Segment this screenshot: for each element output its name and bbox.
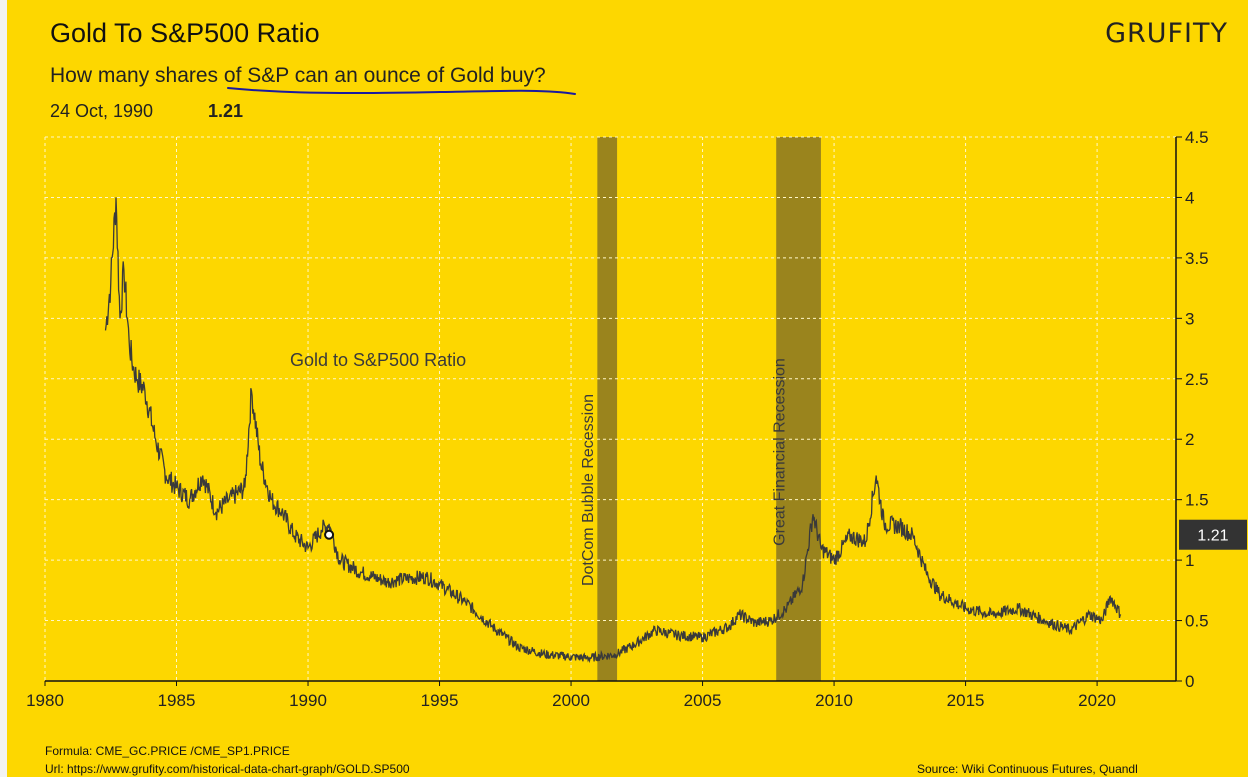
- axis-layer: 0 0.5 1 1.5 2 2.5 3 3.5 4 4.5 1980 1985 1990 1995 2000…: [26, 128, 1209, 710]
- series-layer: [104, 197, 1122, 664]
- ratio-series-line: [104, 197, 1122, 664]
- recession-label: DotCom Bubble Recession: [580, 394, 597, 586]
- y-tick-label: 0: [1185, 672, 1194, 691]
- page-title: Gold To S&P500 Ratio: [50, 18, 320, 48]
- x-tick-label: 1990: [289, 691, 327, 710]
- y-tick-label: 1.5: [1185, 491, 1209, 510]
- underline-annotation: [227, 87, 576, 95]
- x-tick-label: 1995: [421, 691, 459, 710]
- formula-text: Formula: CME_GC.PRICE /CME_SP1.PRICE: [45, 744, 290, 758]
- x-tick-label: 2020: [1078, 691, 1116, 710]
- hover-marker: [324, 529, 335, 540]
- annotation-layer: 1.21: [227, 87, 1247, 550]
- recession-band: [597, 137, 618, 681]
- x-tick-label: 2015: [947, 691, 985, 710]
- brand-logo[interactable]: GRUFITY: [1105, 18, 1228, 49]
- y-tick-label: 3.5: [1185, 249, 1209, 268]
- chart-subtitle: How many shares of S&P can an ounce of G…: [50, 64, 546, 87]
- chart-label-layer: DotCom Bubble Recession Great Financial R…: [290, 350, 789, 586]
- left-edge-strip: [0, 0, 7, 777]
- x-tick-label: 2010: [815, 691, 853, 710]
- current-value-label: 1.21: [1197, 528, 1228, 545]
- y-tick-label: 4: [1185, 188, 1194, 207]
- current-value-badge: [1179, 519, 1247, 550]
- series-name-label: Gold to S&P500 Ratio: [290, 350, 466, 370]
- url-text[interactable]: Url: https://www.grufity.com/historical-…: [45, 762, 410, 776]
- source-text: Source: Wiki Continuous Futures, Quandl: [917, 762, 1138, 776]
- hover-date-label: 24 Oct, 1990: [50, 101, 154, 121]
- y-tick-label: 2: [1185, 430, 1194, 449]
- hover-value-label: 1.21: [208, 101, 244, 121]
- recession-label: Great Financial Recession: [772, 358, 789, 546]
- x-tick-label: 2005: [684, 691, 722, 710]
- y-tick-label: 1: [1185, 551, 1194, 570]
- y-tick-label: 2.5: [1185, 370, 1209, 389]
- y-tick-label: 0.5: [1185, 612, 1209, 631]
- x-tick-label: 1980: [26, 691, 64, 710]
- x-tick-label: 1985: [158, 691, 196, 710]
- grid-layer: [44, 136, 1176, 681]
- x-tick-label: 2000: [552, 691, 590, 710]
- y-tick-label: 3: [1185, 309, 1194, 328]
- y-tick-label: 4.5: [1185, 128, 1209, 147]
